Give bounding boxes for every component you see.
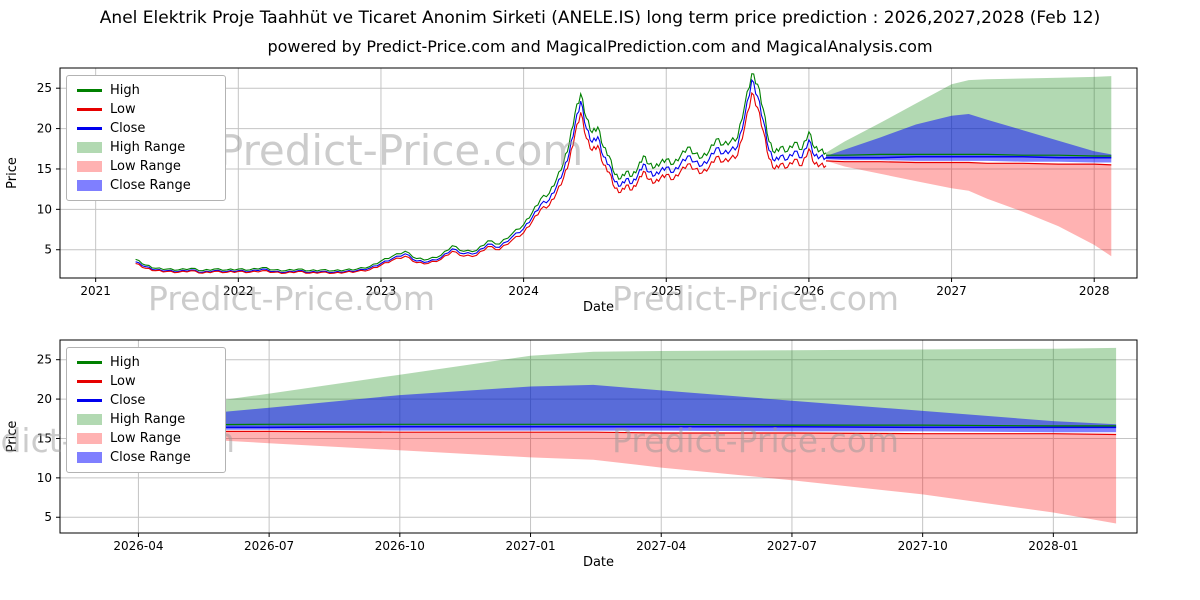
svg-text:10: 10 (37, 202, 52, 216)
legend-item: Low Range (77, 159, 215, 174)
svg-text:Price: Price (5, 421, 20, 453)
legend-label: Low Range (110, 431, 181, 446)
svg-text:2027-01: 2027-01 (505, 539, 555, 553)
legend-label: High Range (110, 412, 186, 427)
chart-subtitle: powered by Predict-Price.com and Magical… (267, 37, 933, 56)
svg-text:Date: Date (583, 300, 614, 315)
svg-text:2025: 2025 (651, 284, 682, 298)
svg-text:2021: 2021 (80, 284, 111, 298)
svg-text:Date: Date (583, 555, 614, 570)
svg-text:2026-10: 2026-10 (375, 539, 425, 553)
svg-text:2026-04: 2026-04 (113, 539, 163, 553)
svg-text:2028: 2028 (1079, 284, 1110, 298)
legend-label: Low (110, 374, 136, 389)
svg-text:25: 25 (37, 81, 52, 95)
svg-text:Price: Price (5, 157, 20, 189)
svg-text:2026-07: 2026-07 (244, 539, 294, 553)
legend-line-swatch (77, 399, 102, 402)
svg-text:20: 20 (37, 122, 52, 136)
svg-text:2027: 2027 (936, 284, 967, 298)
legend-patch-swatch (77, 142, 102, 153)
legend-label: Close Range (110, 450, 191, 465)
legend-label: Low (110, 102, 136, 117)
legend-item: High Range (77, 140, 215, 155)
legend-item: Close (77, 121, 215, 136)
legend-item: Close Range (77, 178, 215, 193)
legend-item: Low (77, 102, 215, 117)
legend-label: Close (110, 393, 146, 408)
svg-text:2027-04: 2027-04 (636, 539, 686, 553)
legend-item: Close (77, 393, 215, 408)
legend-label: High Range (110, 140, 186, 155)
svg-text:15: 15 (37, 162, 52, 176)
legend-line-swatch (77, 108, 102, 111)
legend-patch-swatch (77, 433, 102, 444)
svg-text:2026: 2026 (794, 284, 825, 298)
legend-line-swatch (77, 89, 102, 92)
svg-text:2024: 2024 (508, 284, 539, 298)
svg-text:2022: 2022 (223, 284, 254, 298)
svg-text:25: 25 (37, 353, 52, 367)
svg-text:5: 5 (44, 510, 52, 524)
svg-text:10: 10 (37, 471, 52, 485)
legend-label: Close Range (110, 178, 191, 193)
svg-text:2028-01: 2028-01 (1028, 539, 1078, 553)
svg-text:2023: 2023 (366, 284, 397, 298)
legend-patch-swatch (77, 414, 102, 425)
legend-label: Low Range (110, 159, 181, 174)
legend-label: Close (110, 121, 146, 136)
legend-item: Close Range (77, 450, 215, 465)
legend-line-swatch (77, 361, 102, 364)
legend-line-swatch (77, 127, 102, 130)
legend-patch-swatch (77, 161, 102, 172)
svg-text:15: 15 (37, 431, 52, 445)
legend-label: High (110, 83, 140, 98)
legend-patch-swatch (77, 452, 102, 463)
legend-item: High Range (77, 412, 215, 427)
svg-text:2027-10: 2027-10 (898, 539, 948, 553)
legend-patch-swatch (77, 180, 102, 191)
svg-text:20: 20 (37, 392, 52, 406)
chart-title: Anel Elektrik Proje Taahhüt ve Ticaret A… (99, 8, 1101, 28)
legend-top: High Low Close High Range Low Range Close Ran… (66, 75, 226, 201)
legend-item: Low Range (77, 431, 215, 446)
svg-text:2027-07: 2027-07 (767, 539, 817, 553)
svg-text:5: 5 (44, 243, 52, 257)
legend-item: High (77, 83, 215, 98)
legend-label: High (110, 355, 140, 370)
legend-item: High (77, 355, 215, 370)
legend-line-swatch (77, 380, 102, 383)
legend-bottom: High Low Close High Range Low Range Close Ran… (66, 347, 226, 473)
legend-item: Low (77, 374, 215, 389)
